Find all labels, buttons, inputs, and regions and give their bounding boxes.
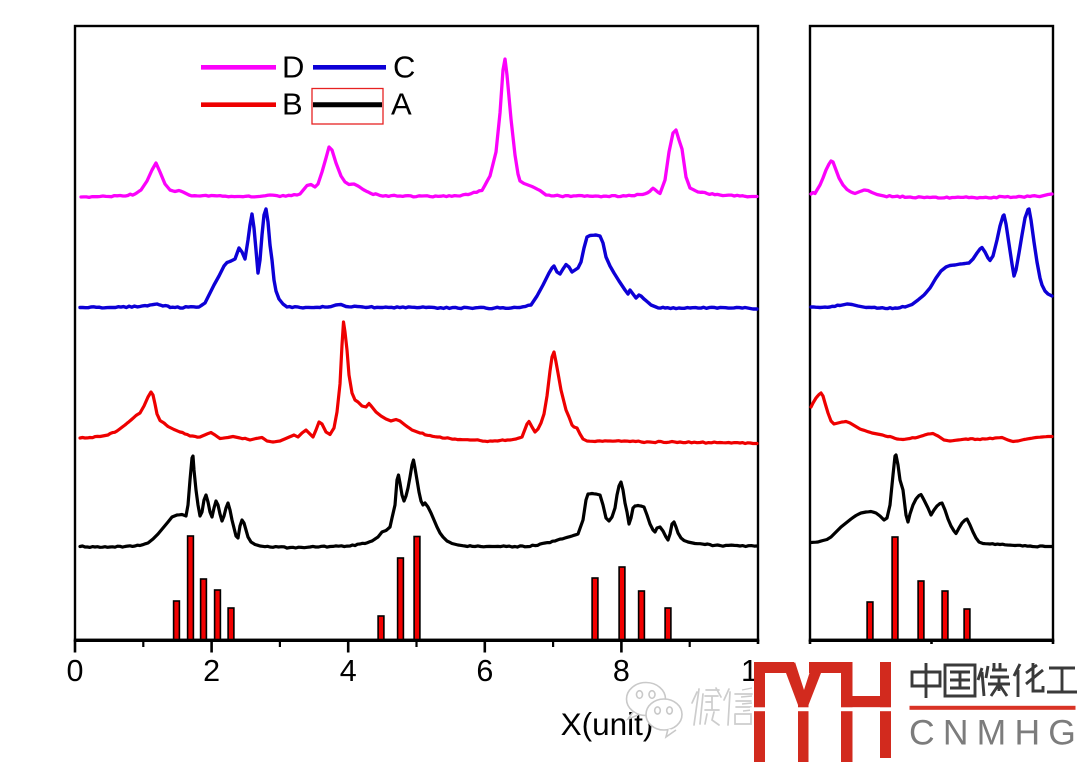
svg-text:B: B bbox=[282, 87, 303, 122]
svg-text:6: 6 bbox=[476, 654, 493, 688]
svg-text:2: 2 bbox=[203, 654, 220, 688]
svg-text:0: 0 bbox=[67, 654, 84, 688]
svg-text:8: 8 bbox=[613, 654, 630, 688]
svg-text:D: D bbox=[282, 50, 304, 85]
svg-text:CNMHG: CNMHG bbox=[909, 713, 1083, 753]
svg-text:A: A bbox=[391, 87, 412, 122]
svg-text:C: C bbox=[393, 50, 415, 85]
svg-text:1: 1 bbox=[741, 654, 758, 688]
svg-text:4: 4 bbox=[340, 654, 357, 688]
